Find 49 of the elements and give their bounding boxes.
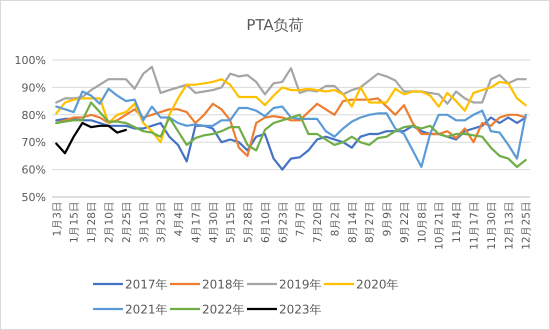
x-tick-label: 1月3日: [51, 201, 64, 236]
x-tick-label: 4月30日: [208, 201, 220, 244]
chart-title: PTA负荷: [246, 16, 304, 34]
legend-label: 2023年: [279, 302, 322, 316]
x-tick-label: 3月23日: [156, 201, 168, 244]
x-tick-label: 6月10日: [260, 201, 272, 244]
x-tick-label: 4月17日: [190, 201, 202, 244]
legend-label: 2018年: [202, 278, 245, 292]
x-tick-label: 4月4日: [173, 201, 186, 236]
x-tick-label: 2月25日: [120, 201, 133, 244]
y-tick-label: 80%: [22, 108, 46, 122]
x-tick-label: 1月15日: [68, 201, 81, 244]
line-series: [55, 78, 527, 144]
line-series: [55, 122, 127, 154]
x-tick-label: 1月28日: [86, 201, 98, 244]
line-series: [55, 97, 527, 157]
line-series: [55, 101, 527, 168]
x-tick-label: 10月8日: [416, 201, 428, 244]
x-tick-label: 11月4日: [451, 201, 464, 244]
y-tick-label: 50%: [22, 191, 46, 204]
y-tick-label: 100%: [14, 54, 46, 67]
x-tick-label: 9月9日: [382, 201, 394, 236]
x-tick-label: 11月30日: [486, 201, 498, 250]
x-tick-label: 6月23日: [277, 201, 290, 244]
x-tick-label: 9月22日: [398, 201, 411, 244]
x-tick-label: 3月10日: [138, 201, 150, 244]
x-tick-label: 8月27日: [364, 201, 376, 244]
x-tick-label: 10月21日: [434, 201, 446, 250]
x-tick-label: 5月15日: [225, 201, 238, 244]
x-tick-label: 8月14日: [346, 201, 359, 244]
legend-label: 2019年: [279, 278, 322, 292]
x-tick-label: 5月28日: [242, 201, 255, 244]
legend-label: 2021年: [125, 302, 168, 316]
line-series: [55, 116, 527, 171]
x-tick-label: 12月25日: [520, 201, 533, 250]
legend-label: 2022年: [202, 302, 245, 316]
x-tick-label: 12月13日: [503, 201, 516, 250]
x-tick-label: 2月10日: [103, 201, 116, 244]
line-series: [55, 88, 527, 168]
x-tick-label: 7月7日: [294, 201, 307, 236]
legend-label: 2020年: [356, 278, 399, 292]
line-series: [55, 66, 527, 105]
y-tick-label: 60%: [22, 164, 46, 177]
y-tick-label: 90%: [22, 81, 46, 94]
x-tick-label: 8月2日: [329, 201, 342, 236]
x-tick-label: 11月17日: [468, 201, 481, 250]
legend-label: 2017年: [125, 278, 168, 292]
y-tick-label: 70%: [22, 136, 46, 150]
x-tick-label: 7月20日: [312, 201, 324, 244]
